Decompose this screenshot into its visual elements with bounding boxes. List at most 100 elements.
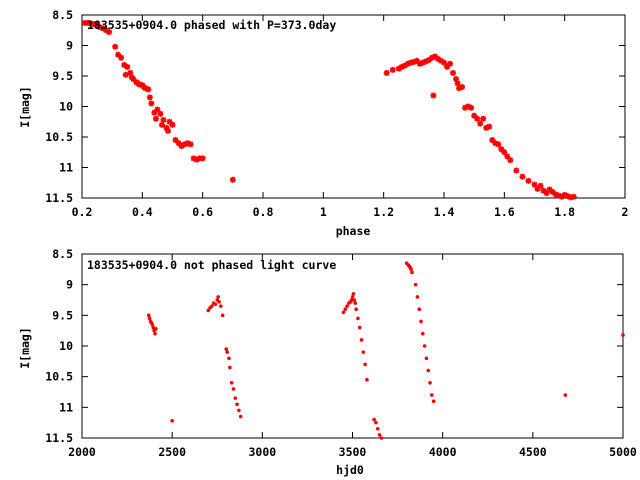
phased-data-point: [434, 55, 441, 62]
phased-data-point: [190, 155, 197, 162]
light-curve-data-point: [231, 387, 236, 391]
light-curve-data-point: [421, 331, 425, 336]
phased-data-point: [564, 193, 571, 200]
light-curve-data-point: [224, 347, 229, 351]
phased-data-point: [152, 115, 159, 122]
phased-data-point: [124, 63, 131, 70]
light-curve-data-point: [359, 338, 364, 342]
phased-data-point: [122, 71, 129, 78]
phased-y-tick-label: 11.5: [45, 191, 73, 205]
phased-data-point: [407, 59, 414, 66]
light-curve-plot-frame: [81, 253, 624, 439]
phased-data-point: [383, 69, 390, 76]
phased-data-point: [112, 43, 119, 50]
light-curve-chart: 2000 2500 3000 3500 4000 4500 5000 8.5 9 9.5 10 10.…: [18, 247, 637, 477]
phased-data-point: [480, 115, 487, 122]
light-curve-y-tick-label: 11.5: [45, 431, 73, 445]
light-curve-data-point: [352, 298, 357, 302]
light-curve-data-point: [349, 298, 354, 302]
phased-data-point: [471, 112, 478, 119]
phased-data-point: [447, 60, 454, 67]
light-curve-data-point: [350, 295, 355, 299]
phased-data-point: [483, 124, 490, 131]
phased-data-point: [504, 153, 511, 160]
phased-data-point: [477, 120, 484, 127]
phased-y-tick-label: 11: [59, 161, 73, 175]
phased-data-point: [428, 54, 435, 61]
light-curve-x-tick-label: 4500: [519, 445, 547, 459]
phased-data-point: [552, 191, 559, 198]
light-curve-data-point: [217, 300, 221, 304]
phased-data-point: [100, 25, 107, 32]
light-curve-y-tick-label: 9: [66, 278, 73, 292]
light-curve-data-point: [409, 267, 413, 272]
phased-data-point: [169, 121, 176, 128]
light-curve-data-points: [146, 261, 625, 440]
phased-data-point: [410, 58, 417, 65]
phased-data-point: [431, 53, 438, 60]
phased-data-point: [158, 121, 165, 128]
phased-data-point: [540, 187, 547, 194]
phased-data-point: [501, 149, 508, 156]
phased-data-point: [495, 141, 502, 148]
light-curve-y-axis-label: I[mag]: [18, 327, 32, 369]
phased-y-tick-label: 9.5: [52, 69, 73, 83]
light-curve-data-point: [220, 313, 225, 318]
light-curve-data-point: [415, 295, 420, 299]
light-curve-data-point: [150, 322, 155, 327]
light-curve-data-point: [410, 270, 414, 275]
light-curve-data-point: [356, 316, 360, 321]
phased-data-point: [453, 76, 460, 83]
phased-data-point: [163, 124, 170, 131]
phased-data-point: [468, 104, 475, 111]
phased-data-point: [172, 137, 179, 144]
light-curve-data-point: [621, 333, 625, 337]
phased-data-point: [118, 54, 125, 61]
light-curve-data-point: [430, 393, 434, 397]
phased-x-tick-label: 1: [320, 205, 327, 219]
light-curve-y-tick-label: 8.5: [52, 247, 73, 261]
light-curve-x-tick-label: 2500: [158, 445, 186, 459]
light-curve-data-point: [361, 350, 366, 354]
phased-data-point: [425, 57, 432, 64]
light-curve-data-point: [341, 310, 346, 315]
phased-data-point: [160, 116, 167, 123]
phased-x-tick-label: 0.8: [253, 205, 274, 219]
phased-data-point: [513, 167, 520, 174]
phased-x-tick-label: 1.2: [373, 205, 394, 219]
light-curve-data-point: [237, 408, 241, 413]
phased-y-tick-label: 9: [66, 39, 73, 53]
phased-data-point: [121, 62, 128, 69]
phased-data-point: [103, 27, 110, 34]
phased-data-point: [148, 100, 155, 107]
phased-data-point: [229, 176, 236, 183]
phased-data-point: [404, 60, 411, 67]
light-curve-data-point: [357, 325, 362, 330]
light-curve-data-point: [379, 436, 384, 440]
light-curve-x-axis-label: hjd0: [336, 463, 364, 477]
phased-data-point: [462, 104, 469, 111]
light-curve-data-point: [419, 319, 423, 324]
light-curve-data-point: [413, 282, 418, 287]
phased-data-point: [85, 19, 92, 26]
phased-data-point: [422, 58, 429, 65]
phased-data-point: [187, 141, 194, 148]
phased-data-point: [507, 157, 514, 164]
light-curve-data-point: [424, 356, 429, 361]
light-curve-data-point: [213, 302, 218, 307]
phased-data-point: [567, 194, 574, 201]
light-curve-data-point: [151, 325, 156, 330]
phased-data-point: [398, 63, 405, 70]
phased-data-point: [413, 57, 420, 64]
phased-x-tick-label: 0.4: [132, 205, 153, 219]
phased-data-point: [492, 140, 499, 147]
light-curve-data-point: [238, 414, 243, 419]
light-curve-y-tick-label: 9.5: [52, 308, 73, 322]
phased-data-point: [136, 81, 143, 88]
light-curve-y-tick-label: 11: [59, 400, 73, 414]
phased-data-point: [419, 59, 426, 66]
phased-data-point: [395, 65, 402, 72]
light-curve-data-point: [219, 304, 223, 308]
phased-data-point: [543, 190, 550, 197]
phased-x-tick-label: 1.4: [434, 205, 455, 219]
